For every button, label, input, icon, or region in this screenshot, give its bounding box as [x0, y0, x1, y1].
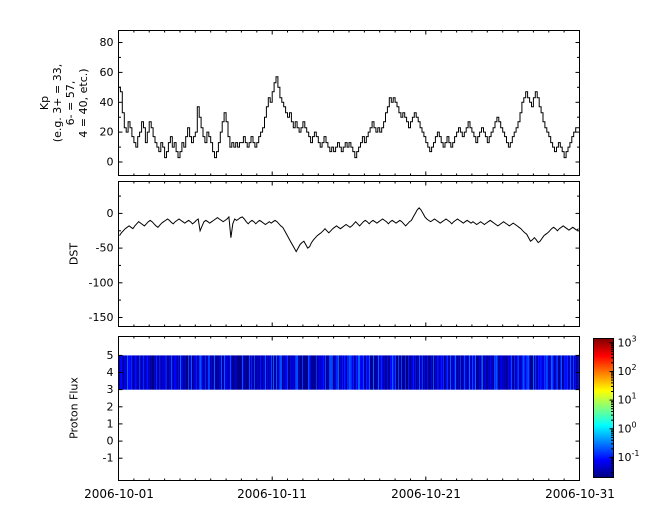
dst-line [119, 207, 579, 253]
proton-panel-axes: -1 0 1 2 3 4 5 [103, 336, 580, 481]
proton-flux-spectrogram-band [119, 355, 579, 390]
y-tick-label: 40 [100, 96, 114, 109]
colorbar-tick-label: 103 [618, 334, 637, 349]
kp-step-line [118, 76, 580, 159]
proton-flux-y-axis-label: Proton Flux [67, 377, 81, 439]
x-tick-label: 2006-10-11 [237, 487, 307, 501]
y-tick-label: 4 [107, 366, 114, 379]
y-tick-label: 2 [107, 400, 114, 413]
kp-y-axis-label: Kp (e.g. 3+ = 33, 6- = 57, 4 = 40, etc.) [38, 63, 90, 143]
y-tick-label: 0 [107, 435, 114, 448]
x-tick-label: 2006-10-21 [391, 487, 461, 501]
y-tick-label: 60 [100, 66, 114, 79]
y-tick-label: 1 [107, 417, 114, 430]
y-tick-label: -1 [103, 452, 114, 465]
dst-y-axis-label: DST [67, 242, 81, 266]
y-tick-label: -100 [89, 276, 114, 289]
y-tick-label: 80 [100, 36, 114, 49]
colorbar: 103 102 101 100 10-1 [593, 334, 640, 478]
x-tick-label: 2006-10-31 [545, 487, 615, 501]
colorbar-tick-label: 101 [618, 392, 637, 407]
colorbar-tick-label: 10-1 [618, 449, 640, 464]
y-tick-label: -150 [89, 311, 114, 324]
y-tick-label: 20 [100, 126, 114, 139]
dst-panel-axes: 0 -50 -100 -150 [89, 181, 580, 327]
colorbar-tick-label: 100 [618, 420, 637, 435]
x-tick-label: 2006-10-01 [84, 487, 154, 501]
y-tick-label: 3 [107, 383, 114, 396]
colorbar-tick-label: 102 [618, 363, 637, 378]
y-tick-label: 0 [107, 207, 114, 220]
y-tick-label: -50 [96, 242, 114, 255]
y-tick-label: 5 [107, 349, 114, 362]
y-tick-label: 0 [107, 156, 114, 169]
kp-panel-axes: 0 20 40 60 80 [100, 30, 580, 176]
